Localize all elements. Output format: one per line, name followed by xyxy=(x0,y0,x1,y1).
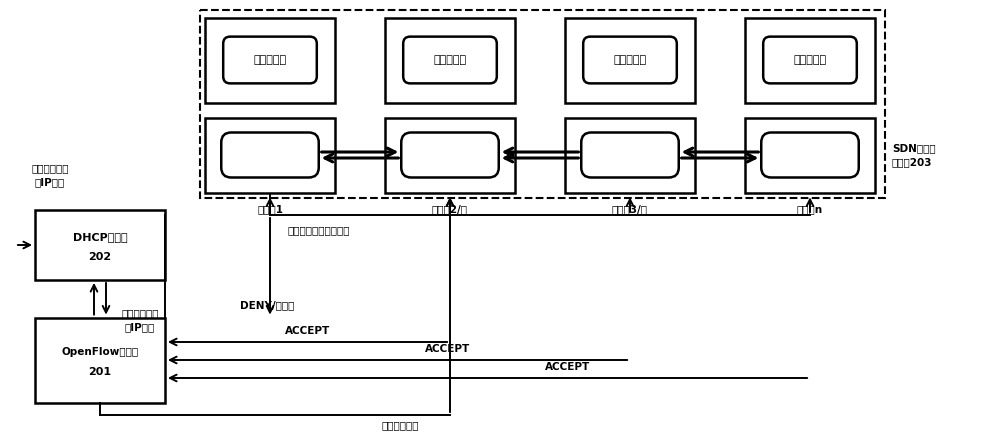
Bar xyxy=(35,317,165,403)
Bar xyxy=(385,117,515,193)
FancyBboxPatch shape xyxy=(583,37,677,84)
Bar xyxy=(35,210,165,280)
Text: OpenFlow交换机: OpenFlow交换机 xyxy=(61,347,139,357)
Bar xyxy=(745,17,875,103)
Text: 控制器n: 控制器n xyxy=(797,204,823,214)
Text: DENY/负载值: DENY/负载值 xyxy=(240,300,294,310)
Text: 控制器3/备: 控制器3/备 xyxy=(612,204,648,214)
Bar xyxy=(565,117,695,193)
FancyBboxPatch shape xyxy=(221,132,319,178)
Text: 控制器软件: 控制器软件 xyxy=(613,55,647,65)
Text: ACCEPT: ACCEPT xyxy=(285,326,330,336)
Bar xyxy=(205,117,335,193)
Text: 配置控制器组
播IP地址: 配置控制器组 播IP地址 xyxy=(31,163,69,187)
Text: 获取控制器组
播IP地址: 获取控制器组 播IP地址 xyxy=(121,308,159,332)
Text: 控制器软件: 控制器软件 xyxy=(433,55,467,65)
Bar xyxy=(200,10,885,198)
Text: DHCP服务器: DHCP服务器 xyxy=(73,232,127,242)
Bar xyxy=(565,17,695,103)
Text: ACCEPT: ACCEPT xyxy=(545,362,590,372)
Text: 连接主控制器: 连接主控制器 xyxy=(381,420,419,430)
Text: 控制器软件: 控制器软件 xyxy=(793,55,827,65)
FancyBboxPatch shape xyxy=(223,37,317,84)
Bar xyxy=(205,17,335,103)
FancyBboxPatch shape xyxy=(581,132,679,178)
FancyBboxPatch shape xyxy=(763,37,857,84)
Text: ACCEPT: ACCEPT xyxy=(425,344,470,354)
Bar xyxy=(745,117,875,193)
Text: SDN控制器
组播组203: SDN控制器 组播组203 xyxy=(892,143,936,167)
FancyBboxPatch shape xyxy=(761,132,859,178)
Text: 控制器软件: 控制器软件 xyxy=(253,55,287,65)
Text: 控制器1: 控制器1 xyxy=(257,204,283,214)
Text: 202: 202 xyxy=(88,252,112,262)
Text: 201: 201 xyxy=(88,367,112,377)
FancyBboxPatch shape xyxy=(403,37,497,84)
Text: 组播消息：控制器请求: 组播消息：控制器请求 xyxy=(288,225,351,235)
FancyBboxPatch shape xyxy=(401,132,499,178)
Bar xyxy=(385,17,515,103)
Text: 控制器2/主: 控制器2/主 xyxy=(432,204,468,214)
